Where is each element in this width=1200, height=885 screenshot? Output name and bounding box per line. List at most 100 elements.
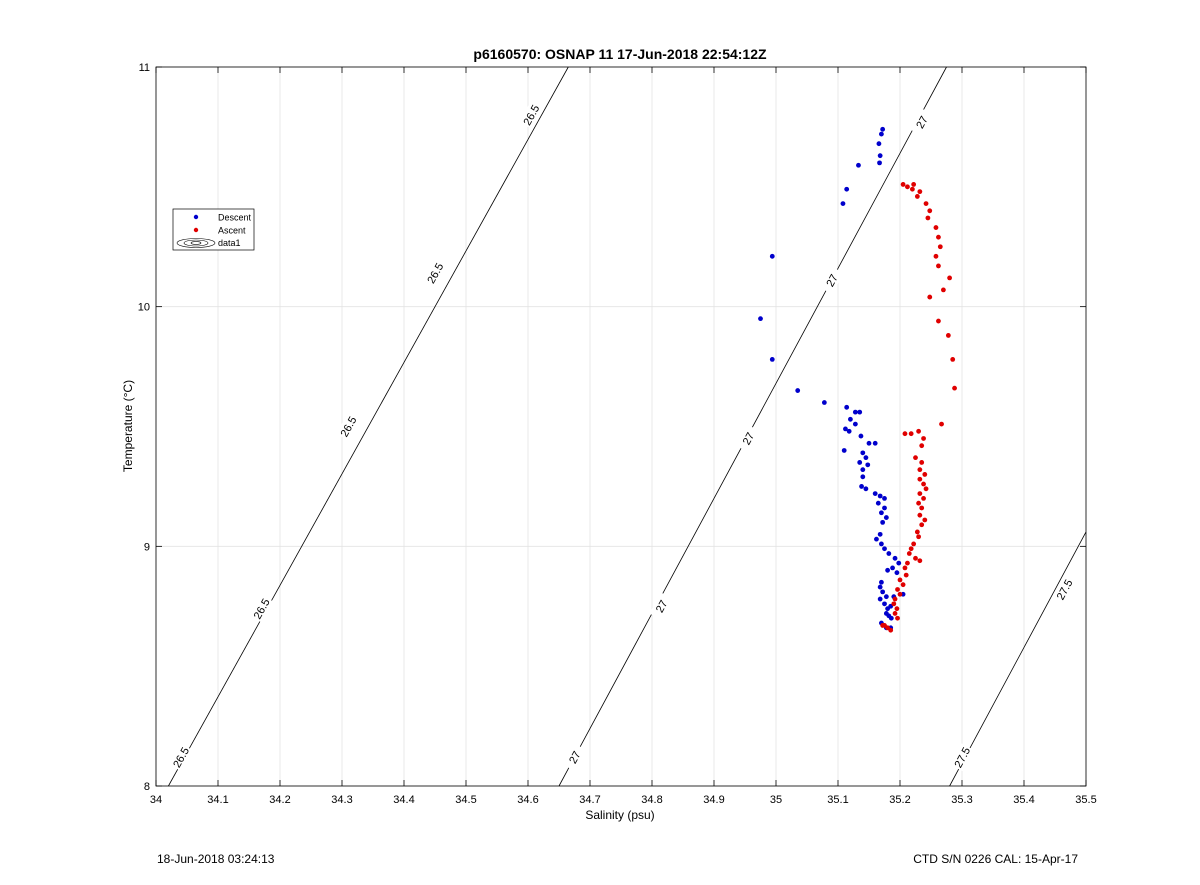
descent-point	[872, 440, 878, 446]
ascent-point	[900, 182, 906, 187]
ascent-point	[917, 467, 923, 473]
descent-point	[890, 565, 895, 571]
x-tick-label: 34.4	[393, 794, 414, 806]
y-tick-label: 10	[138, 302, 150, 314]
descent-point	[877, 153, 883, 159]
contour-line-27	[558, 66, 947, 787]
ascent-point	[892, 596, 898, 602]
descent-point	[874, 536, 879, 542]
y-axis-label: Temperature (°C)	[121, 380, 135, 472]
legend-descent-marker	[193, 214, 199, 220]
descent-point	[882, 496, 887, 501]
ascent-point	[923, 486, 929, 492]
legend-ascent-marker	[193, 227, 199, 233]
descent-point	[883, 594, 889, 600]
ascent-point	[913, 455, 918, 461]
descent-point	[877, 531, 883, 537]
contour-label-bg	[519, 101, 544, 129]
descent-point	[888, 615, 894, 621]
descent-point	[880, 126, 886, 132]
descent-point	[865, 462, 871, 468]
descent-point	[896, 560, 902, 566]
ascent-point	[950, 356, 956, 362]
ascent-point	[906, 551, 912, 556]
x-tick-label: 34	[150, 794, 162, 806]
ascent-point	[891, 601, 897, 607]
ascent-point	[916, 428, 921, 434]
legend-data1-label: data1	[218, 238, 241, 248]
ascent-point	[923, 201, 929, 207]
ascent-point	[917, 476, 923, 482]
ascent-point	[917, 189, 923, 195]
ascent-point	[911, 182, 917, 187]
descent-point	[846, 428, 852, 434]
ascent-point	[880, 623, 886, 628]
ascent-point	[919, 460, 925, 465]
descent-point	[866, 440, 872, 446]
descent-point	[877, 596, 883, 602]
contour-label: 27	[654, 598, 670, 614]
descent-point	[840, 201, 846, 207]
plot-area-frame	[155, 66, 1087, 787]
x-tick-label: 34.1	[207, 794, 228, 806]
descent-point	[852, 421, 858, 427]
ascent-point	[927, 294, 933, 300]
ascent-point	[895, 587, 900, 592]
ascent-point	[916, 500, 921, 506]
ascent-point	[952, 385, 957, 391]
descent-point	[879, 579, 884, 585]
contour-label-bg	[649, 592, 674, 621]
descent-point	[863, 455, 869, 461]
descent-point	[877, 584, 883, 590]
ascent-point	[905, 560, 910, 566]
x-tick-label: 35.3	[951, 794, 972, 806]
ascent-point	[922, 517, 928, 523]
x-tick-label: 35.5	[1075, 794, 1096, 806]
footer-instrument-info: CTD S/N 0226 CAL: 15-Apr-17	[913, 852, 1078, 866]
ascent-point	[902, 431, 908, 437]
x-tick-label: 34.2	[269, 794, 290, 806]
ascent-point	[921, 481, 926, 487]
y-tick-label: 11	[139, 62, 150, 74]
descent-point	[875, 500, 881, 506]
x-tick-label: 34.9	[703, 794, 724, 806]
descent-point	[858, 433, 864, 439]
ascent-point	[936, 234, 941, 240]
x-axis-label: Salinity (psu)	[585, 808, 654, 822]
ascent-point	[911, 541, 917, 547]
chart-title: p6160570: OSNAP 11 17-Jun-2018 22:54:12Z	[473, 46, 767, 62]
descent-point	[880, 519, 886, 525]
contour-label-bg	[736, 424, 760, 453]
ascent-point	[919, 505, 925, 511]
descent-point	[795, 388, 801, 393]
ascent-point	[941, 287, 946, 293]
legend-ascent-label: Ascent	[218, 226, 246, 236]
ascent-point	[922, 472, 928, 477]
ascent-point	[894, 606, 900, 612]
contour-label-bg	[950, 743, 974, 772]
legend: Descent Ascent data1	[172, 208, 255, 251]
ascent-point	[916, 534, 921, 540]
ascent-point	[900, 582, 906, 588]
descent-point	[879, 510, 884, 516]
descent-point	[860, 450, 866, 456]
descent-point	[894, 570, 900, 576]
ascent-point	[933, 225, 939, 230]
contour-label-bg	[909, 108, 934, 137]
descent-point	[856, 162, 861, 168]
x-tick-label: 35.1	[827, 794, 848, 806]
contour-label-bg	[423, 259, 447, 288]
ascent-point	[925, 215, 931, 221]
ascent-point	[919, 443, 925, 449]
descent-point	[848, 416, 853, 422]
y-tick-label: 8	[144, 781, 150, 793]
contour-label-bg	[1052, 575, 1077, 604]
ascent-point	[908, 431, 914, 437]
ascent-point	[921, 496, 926, 501]
descent-point	[882, 546, 887, 552]
descent-point	[769, 356, 775, 362]
descent-point	[885, 567, 890, 573]
x-tick-label: 35.2	[889, 794, 910, 806]
contour-label-bg	[336, 412, 361, 441]
x-tick-label: 34.6	[517, 794, 538, 806]
